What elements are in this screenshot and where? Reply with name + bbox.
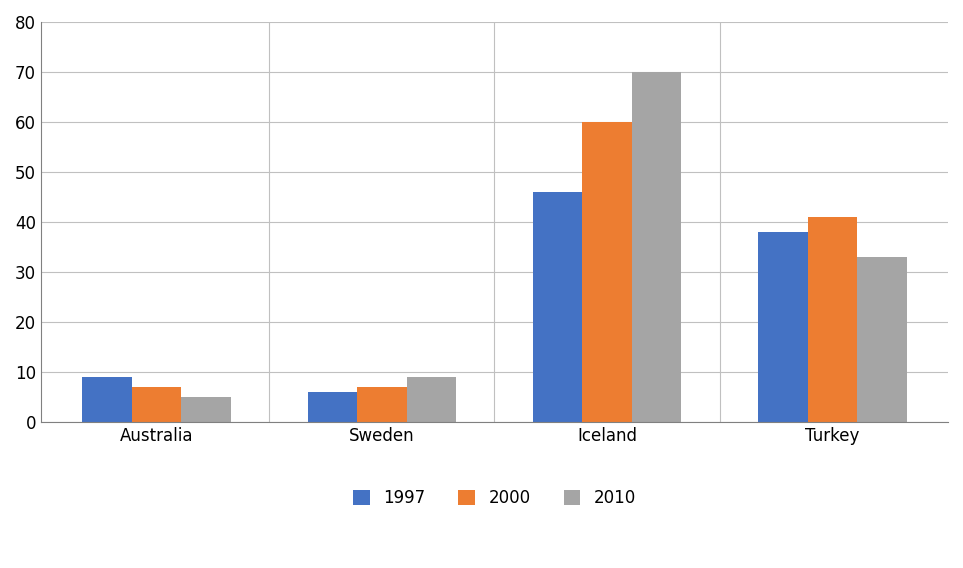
Bar xyxy=(758,232,808,423)
Legend: 1997, 2000, 2010: 1997, 2000, 2010 xyxy=(347,483,642,514)
Bar xyxy=(406,377,456,423)
Bar xyxy=(82,377,132,423)
Bar xyxy=(857,257,907,423)
Bar xyxy=(357,387,406,423)
Bar xyxy=(132,387,181,423)
Bar xyxy=(181,398,231,423)
Bar xyxy=(632,72,682,423)
Bar xyxy=(307,392,357,423)
Bar xyxy=(583,122,632,423)
Bar xyxy=(808,217,857,423)
Bar xyxy=(533,192,583,423)
